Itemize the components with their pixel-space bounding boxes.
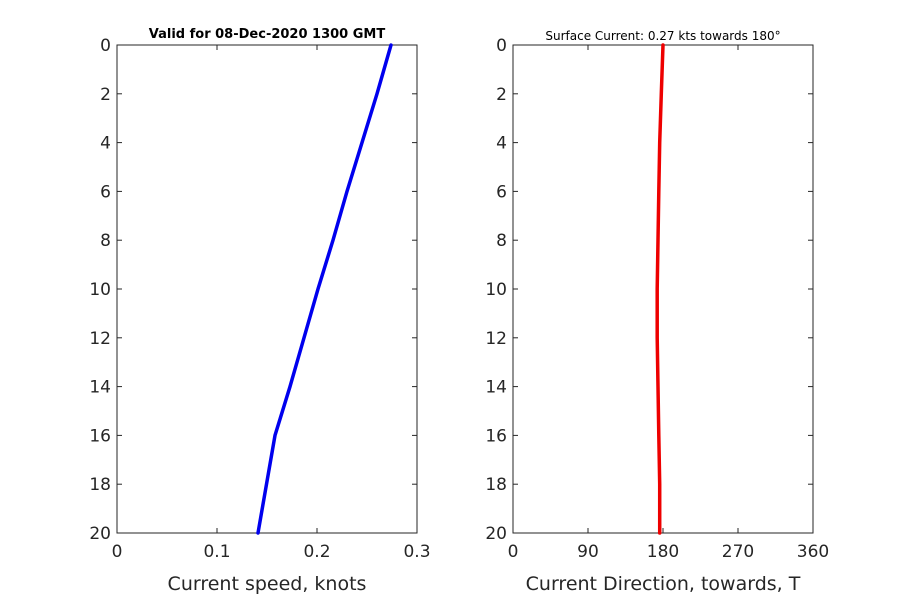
speed-x-tick-label: 0.3 <box>403 542 430 562</box>
direction-x-ticks: 0 90 180 270 360 <box>508 45 829 562</box>
speed-y-tick-label: 18 <box>89 475 111 495</box>
speed-x-axis-label: Current speed, knots <box>168 573 367 595</box>
speed-y-tick-label: 4 <box>100 134 111 154</box>
speed-x-ticks: 0 0.1 0.2 0.3 <box>112 45 431 562</box>
direction-y-tick-label: 16 <box>485 426 507 446</box>
speed-x-tick-label: 0.1 <box>203 542 230 562</box>
speed-y-ticks: 0 2 4 6 8 10 12 14 16 18 20 <box>89 36 417 544</box>
speed-y-tick-label: 16 <box>89 426 111 446</box>
direction-x-axis-label: Current Direction, towards, T <box>526 573 801 595</box>
direction-panel: Surface Current: 0.27 kts towards 180° 0… <box>485 29 829 595</box>
direction-y-tick-label: 14 <box>485 378 507 398</box>
speed-y-tick-label: 10 <box>89 280 111 300</box>
speed-y-tick-label: 12 <box>89 329 111 349</box>
direction-x-tick-label: 180 <box>647 542 679 562</box>
speed-y-tick-label: 20 <box>89 524 111 544</box>
speed-y-tick-label: 6 <box>100 182 111 202</box>
direction-y-tick-label: 20 <box>485 524 507 544</box>
direction-y-tick-label: 8 <box>496 231 507 251</box>
speed-x-tick-label: 0.2 <box>303 542 330 562</box>
speed-series-line <box>256 43 393 535</box>
direction-y-tick-label: 2 <box>496 85 507 105</box>
direction-y-tick-label: 12 <box>485 329 507 349</box>
direction-x-tick-label: 270 <box>722 542 754 562</box>
speed-y-tick-label: 14 <box>89 378 111 398</box>
direction-y-tick-label: 4 <box>496 134 507 154</box>
speed-y-tick-label: 8 <box>100 231 111 251</box>
direction-x-tick-label: 90 <box>577 542 599 562</box>
direction-y-tick-label: 6 <box>496 182 507 202</box>
speed-y-tick-label: 2 <box>100 85 111 105</box>
direction-y-tick-label: 10 <box>485 280 507 300</box>
direction-y-tick-label: 18 <box>485 475 507 495</box>
speed-plot-frame <box>116 44 418 534</box>
direction-plot-frame <box>512 44 814 534</box>
speed-chart-title: Valid for 08-Dec-2020 1300 GMT <box>149 27 386 42</box>
speed-y-tick-label: 0 <box>100 36 111 56</box>
direction-chart-title: Surface Current: 0.27 kts towards 180° <box>545 29 780 43</box>
speed-panel: Valid for 08-Dec-2020 1300 GMT 0 2 4 6 8 10 12… <box>89 27 430 595</box>
speed-x-tick-label: 0 <box>112 542 123 562</box>
direction-x-tick-label: 360 <box>797 542 829 562</box>
direction-series-line <box>655 43 665 535</box>
direction-y-tick-label: 0 <box>496 36 507 56</box>
direction-x-tick-label: 0 <box>508 542 519 562</box>
direction-y-ticks: 0 2 4 6 8 10 12 14 16 18 20 <box>485 36 813 544</box>
